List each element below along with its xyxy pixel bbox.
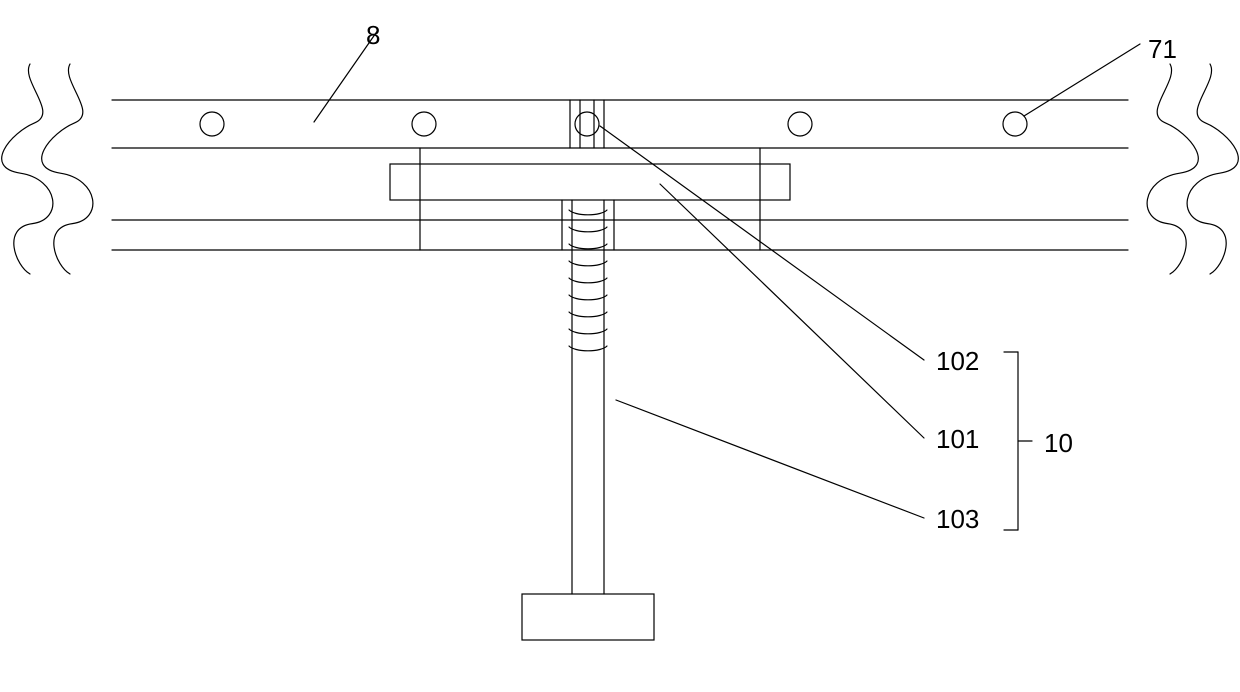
svg-text:10: 10 (1044, 428, 1073, 458)
svg-text:103: 103 (936, 504, 979, 534)
svg-text:101: 101 (936, 424, 979, 454)
svg-text:71: 71 (1148, 34, 1177, 64)
svg-text:102: 102 (936, 346, 979, 376)
technical-drawing: 8 71 102 101 103 10 (0, 0, 1240, 692)
svg-text:8: 8 (366, 20, 380, 50)
